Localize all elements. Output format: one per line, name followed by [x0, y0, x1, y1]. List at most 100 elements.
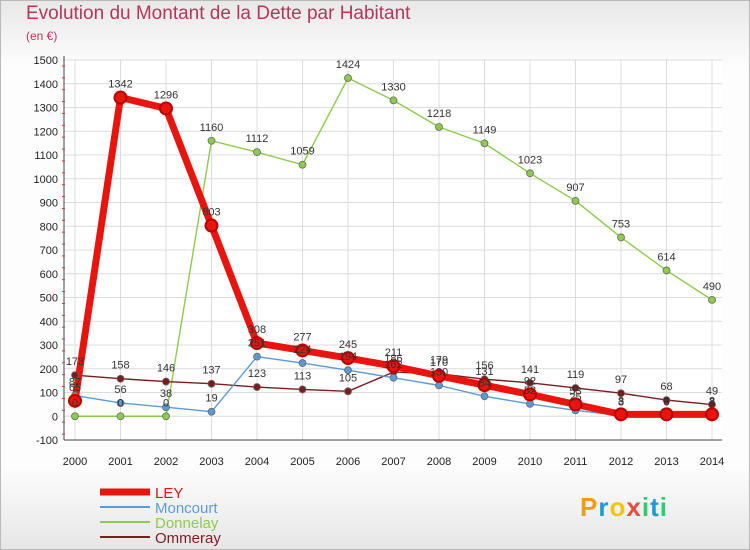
data-point-donnelay — [708, 295, 716, 304]
proxiti-logo: Proxiti — [580, 492, 668, 523]
data-point-moncourt — [298, 359, 307, 367]
data-point-donnelay — [71, 412, 79, 421]
data-label-ommeray: 97 — [615, 374, 627, 386]
data-label-moncourt: 3 — [618, 397, 624, 409]
data-label-ommeray: 113 — [294, 370, 312, 382]
data-point-ommeray — [617, 389, 625, 398]
data-point-moncourt — [116, 399, 125, 407]
data-point-donnelay — [116, 412, 125, 421]
data-point-ley — [523, 387, 537, 402]
y-tick-label: 700 — [40, 245, 58, 257]
y-tick-label: 1100 — [34, 150, 58, 162]
data-point-ley — [386, 359, 401, 374]
x-tick-label: 2001 — [108, 456, 132, 468]
data-label-ommeray: 156 — [475, 360, 493, 372]
y-tick-label: 800 — [40, 221, 58, 233]
data-point-ley — [113, 90, 128, 105]
data-label-moncourt: 3 — [663, 397, 669, 409]
data-label-ley: 308 — [248, 324, 266, 336]
data-label-donnelay: 490 — [703, 281, 721, 293]
data-point-moncourt — [207, 407, 216, 416]
x-tick-label: 2010 — [518, 456, 542, 468]
data-label-ley: 131 — [475, 366, 493, 378]
data-point-ley — [204, 218, 219, 233]
y-tick-label: 0 — [52, 411, 58, 423]
data-label-ommeray: 158 — [111, 360, 129, 372]
data-point-ommeray — [298, 385, 307, 394]
data-point-donnelay — [298, 160, 307, 169]
data-point-donnelay — [480, 139, 489, 148]
data-label-ley: 8 — [618, 395, 624, 407]
data-label-ommeray: 49 — [706, 386, 718, 398]
logo-letter: r — [598, 492, 610, 522]
x-tick-label: 2011 — [564, 456, 588, 468]
data-point-ommeray — [526, 378, 534, 387]
chart-subtitle: (en €) — [26, 29, 58, 43]
y-tick-label: 1300 — [34, 103, 58, 115]
logo-letter: t — [650, 492, 660, 522]
data-label-ommeray: 119 — [567, 369, 585, 381]
y-tick-label: 200 — [40, 364, 58, 376]
y-tick-label: 1200 — [34, 126, 58, 138]
data-point-ley — [705, 407, 719, 422]
data-label-ley: 92 — [524, 375, 536, 387]
x-tick-label: 2006 — [336, 456, 360, 468]
data-point-ommeray — [207, 379, 216, 388]
data-point-ommeray — [571, 384, 580, 392]
data-label-ley: 803 — [202, 207, 220, 219]
data-label-donnelay: 1160 — [200, 122, 224, 134]
data-label-moncourt: 87 — [69, 377, 81, 389]
legend-label-donnelay: Donnelay — [155, 515, 219, 532]
data-labels-layer: 65 1342 1296 803 308 277 245 211 170 131 92 53 8 8 8 87… — [66, 59, 721, 409]
data-point-moncourt — [253, 352, 261, 361]
data-point-ommeray — [253, 383, 261, 391]
data-label-ommeray: 137 — [202, 365, 220, 377]
axes-layer: -100010020030040050060070080090010001100… — [34, 55, 725, 468]
logo-letter: i — [641, 492, 651, 522]
data-point-moncourt — [435, 381, 443, 390]
logo-letter: i — [659, 492, 668, 522]
data-label-ommeray: 123 — [248, 368, 266, 380]
data-label-donnelay: 1059 — [290, 146, 314, 158]
data-label-donnelay: 0 — [72, 397, 78, 409]
x-tick-label: 2005 — [290, 456, 314, 468]
x-tick-label: 2002 — [154, 456, 178, 468]
data-label-moncourt: 25 — [569, 391, 581, 403]
data-point-donnelay — [253, 148, 261, 157]
data-point-donnelay — [435, 123, 443, 131]
data-label-moncourt: 130 — [430, 366, 448, 378]
data-point-ley — [250, 336, 264, 351]
data-label-ommeray: 146 — [157, 363, 175, 375]
logo-letter: x — [626, 492, 642, 522]
data-label-moncourt: 162 — [384, 359, 402, 371]
data-label-moncourt: 38 — [160, 388, 172, 400]
data-label-moncourt: 84 — [478, 377, 490, 389]
data-label-ommeray: 141 — [521, 364, 539, 376]
data-point-moncourt — [480, 392, 489, 401]
data-label-moncourt: 224 — [293, 344, 311, 356]
logo-letter: o — [609, 492, 627, 522]
data-label-ley: 8 — [663, 395, 669, 407]
data-label-ommeray: 173 — [66, 356, 84, 368]
data-point-ley — [614, 407, 628, 422]
data-label-ley: 170 — [430, 357, 448, 369]
data-point-donnelay — [207, 136, 216, 145]
data-label-moncourt: 19 — [205, 393, 217, 405]
data-point-donnelay — [617, 233, 625, 242]
data-label-ley: 1296 — [154, 89, 178, 101]
data-label-moncourt: 194 — [339, 351, 357, 363]
data-label-moncourt: 56 — [114, 384, 126, 396]
data-point-donnelay — [571, 196, 580, 205]
data-label-donnelay: 753 — [612, 218, 630, 230]
y-tick-label: 1000 — [34, 174, 58, 186]
y-tick-label: 600 — [40, 269, 58, 281]
data-label-ley: 277 — [293, 331, 311, 343]
data-point-donnelay — [389, 96, 398, 105]
y-tick-label: 900 — [40, 198, 58, 210]
data-point-ley — [659, 407, 674, 422]
data-label-donnelay: 1023 — [518, 154, 542, 166]
data-label-donnelay: 1330 — [381, 81, 405, 93]
series-points-layer — [68, 74, 719, 422]
